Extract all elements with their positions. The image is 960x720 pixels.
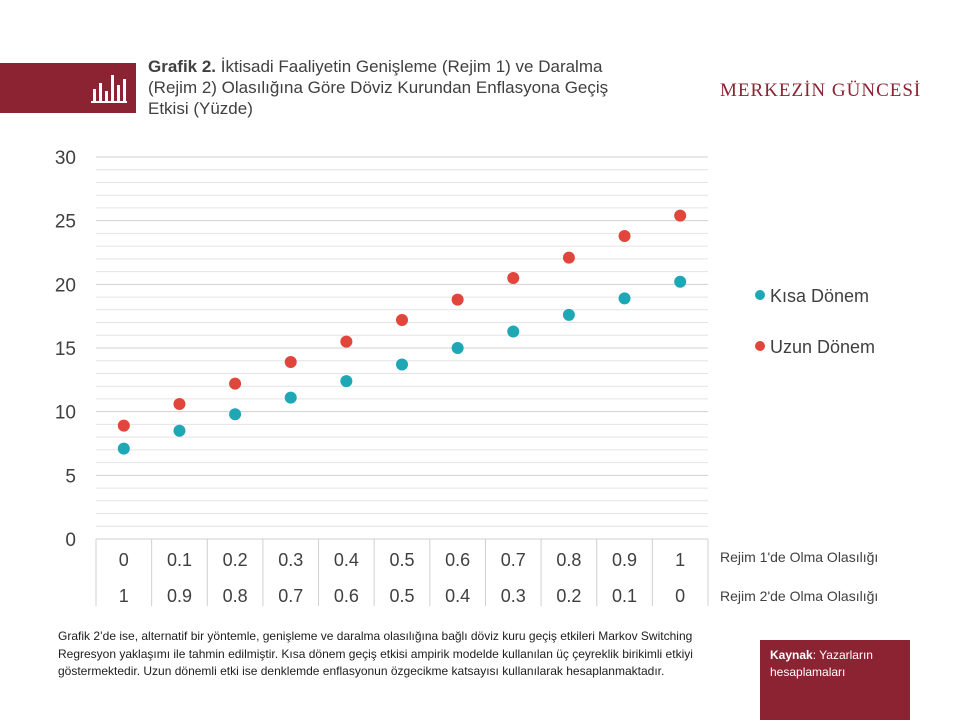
row1-axis-label: Rejim 1'de Olma Olasılığı — [720, 549, 878, 565]
x-tick-label-row1: 1 — [675, 550, 685, 570]
y-tick-label: 10 — [55, 403, 76, 424]
chart-title-text: İktisadi Faaliyetin Genişleme (Rejim 1) … — [148, 57, 609, 118]
x-tick-label-row2: 0.6 — [334, 586, 359, 606]
x-tick-label-row1: 0.5 — [389, 550, 414, 570]
x-tick-label-row2: 0.8 — [223, 586, 248, 606]
x-tick-label-row2: 0.7 — [278, 586, 303, 606]
data-point-kisa — [562, 308, 575, 321]
x-tick-label-row1: 0.3 — [278, 550, 303, 570]
source-label: Kaynak — [770, 648, 813, 662]
y-tick-label: 25 — [55, 212, 76, 233]
x-tick-label-row1: 0.9 — [612, 550, 637, 570]
x-tick-label-row1: 0.8 — [556, 550, 581, 570]
legend-label: Uzun Dönem — [770, 337, 875, 357]
logo-band — [0, 63, 136, 113]
row2-axis-label: Rejim 2'de Olma Olasılığı — [720, 588, 878, 604]
chart-title: Grafik 2. İktisadi Faaliyetin Genişleme … — [148, 56, 628, 119]
data-point-kisa — [117, 442, 130, 455]
x-tick-label-row2: 0.4 — [445, 586, 470, 606]
data-point-kisa — [284, 391, 297, 404]
data-point-uzun — [618, 229, 631, 242]
x-tick-label-row2: 0.1 — [612, 586, 637, 606]
x-tick-label-row1: 0.7 — [501, 550, 526, 570]
data-point-uzun — [507, 271, 520, 284]
footnote: Grafik 2’de ise, alternatif bir yöntemle… — [58, 629, 693, 678]
data-point-uzun — [562, 251, 575, 264]
data-point-uzun — [173, 398, 186, 411]
x-tick-label-row2: 0 — [675, 586, 685, 606]
source-text: : Yazarların hesaplamaları — [770, 648, 873, 679]
x-tick-label-row2: 1 — [119, 586, 129, 606]
chart-title-number: Grafik 2. — [148, 57, 217, 76]
x-tick-label-row1: 0.6 — [445, 550, 470, 570]
y-tick-label: 30 — [55, 148, 76, 169]
x-tick-label-row1: 0.1 — [167, 550, 192, 570]
x-tick-label-row2: 0.3 — [501, 586, 526, 606]
data-point-uzun — [229, 377, 242, 390]
data-point-uzun — [340, 335, 353, 348]
data-point-kisa — [340, 375, 353, 388]
data-point-uzun — [284, 356, 297, 369]
legend-label: Kısa Dönem — [770, 286, 869, 306]
y-tick-label: 20 — [55, 275, 76, 296]
data-point-uzun — [674, 209, 687, 222]
legend-marker-uzun — [755, 341, 765, 351]
brand-label: MERKEZİN GÜNCESİ — [720, 80, 922, 101]
x-tick-label-row1: 0.4 — [334, 550, 359, 570]
data-point-uzun — [117, 419, 130, 432]
data-point-kisa — [674, 275, 687, 288]
y-tick-label: 5 — [65, 466, 76, 487]
data-point-uzun — [451, 293, 464, 306]
x-tick-label-row1: 0 — [119, 550, 129, 570]
data-point-kisa — [451, 342, 464, 354]
bar-chart-icon — [91, 75, 127, 103]
x-tick-label-row2: 0.5 — [389, 586, 414, 606]
source-box: Kaynak: Yazarların hesaplamaları — [760, 640, 910, 720]
data-point-kisa — [396, 358, 408, 371]
data-point-uzun — [396, 313, 408, 326]
y-tick-label: 15 — [55, 339, 76, 360]
data-point-kisa — [229, 408, 242, 421]
x-tick-label-row2: 0.9 — [167, 586, 192, 606]
legend-marker-kisa — [755, 290, 765, 300]
data-point-kisa — [507, 325, 520, 338]
y-tick-label: 0 — [65, 530, 76, 551]
data-point-kisa — [618, 292, 631, 305]
x-tick-label-row2: 0.2 — [556, 586, 581, 606]
x-tick-label-row1: 0.2 — [223, 550, 248, 570]
data-point-kisa — [173, 424, 186, 437]
